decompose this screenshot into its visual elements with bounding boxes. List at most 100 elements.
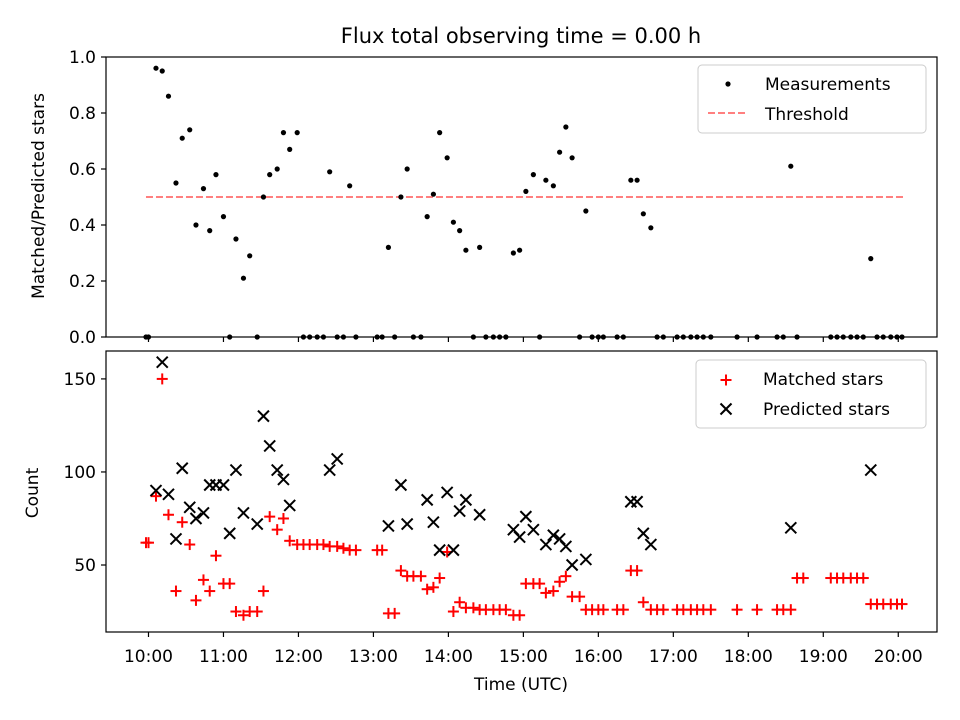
matched-star-point bbox=[574, 591, 586, 603]
predicted-star-point bbox=[277, 473, 290, 486]
matched-star-point bbox=[170, 585, 182, 597]
matched-star-point bbox=[350, 544, 362, 556]
matched-star-point bbox=[447, 606, 459, 618]
count-y-tick-label: 100 bbox=[64, 463, 96, 483]
predicted-star-point bbox=[283, 499, 296, 512]
matched-star-point bbox=[224, 578, 236, 590]
predicted-star-point bbox=[473, 508, 486, 521]
predicted-star-point bbox=[459, 493, 473, 507]
measurement-point bbox=[557, 149, 563, 155]
measurement-point bbox=[207, 228, 213, 234]
matched-star-point bbox=[176, 516, 188, 528]
matched-star-point bbox=[500, 604, 512, 616]
predicted-star-point bbox=[197, 506, 210, 520]
predicted-star-point bbox=[149, 484, 163, 497]
count-legend: Matched stars Predicted stars bbox=[695, 359, 927, 429]
predicted-star-point bbox=[513, 530, 526, 544]
legend-label-measurements: Measurements bbox=[765, 75, 891, 95]
legend-label-predicted: Predicted stars bbox=[763, 400, 890, 420]
matched-star-point bbox=[896, 598, 908, 610]
predicted-star-point bbox=[257, 409, 270, 423]
measurement-point bbox=[583, 208, 589, 214]
matched-star-point bbox=[184, 539, 196, 551]
predicted-star-point bbox=[519, 510, 533, 523]
matched-star-point bbox=[337, 542, 349, 554]
ratio-y-tick-label: 1.0 bbox=[69, 48, 96, 68]
matched-star-point bbox=[317, 539, 329, 551]
predicted-star-point bbox=[420, 493, 434, 507]
predicted-star-point bbox=[250, 517, 264, 531]
predicted-star-point bbox=[559, 540, 573, 553]
matched-star-point bbox=[197, 574, 209, 586]
predicted-star-point bbox=[183, 501, 196, 514]
ratio-y-axis-label: Matched/Predicted stars bbox=[29, 93, 49, 299]
matched-star-point bbox=[389, 607, 401, 619]
predicted-star-point bbox=[330, 452, 344, 466]
matched-star-point bbox=[190, 594, 202, 606]
measurement-point bbox=[398, 194, 404, 200]
measurement-point bbox=[193, 222, 199, 228]
measurement-point bbox=[424, 214, 430, 220]
count-x-tick-label: 15:00 bbox=[499, 647, 548, 667]
count-x-tick-label: 11:00 bbox=[199, 647, 248, 667]
chart-title: Flux total observing time = 0.00 h bbox=[341, 24, 701, 48]
predicted-star-point bbox=[784, 521, 798, 534]
matched-star-point bbox=[731, 604, 743, 616]
predicted-star-point bbox=[156, 355, 169, 369]
matched-star-point bbox=[237, 609, 249, 621]
measurement-point bbox=[868, 256, 874, 262]
measurement-point bbox=[179, 135, 185, 141]
count-x-tick-label: 14:00 bbox=[424, 647, 473, 667]
matched-star-point bbox=[857, 572, 869, 584]
legend-marker-predicted bbox=[719, 402, 733, 416]
matched-star-point bbox=[454, 596, 466, 608]
count-x-tick-label: 20:00 bbox=[874, 647, 923, 667]
count-axes-frame bbox=[105, 350, 938, 633]
measurement-point bbox=[200, 186, 207, 192]
matched-star-point bbox=[631, 565, 643, 577]
matched-star-point bbox=[156, 373, 168, 385]
measurement-point bbox=[404, 166, 410, 172]
matched-star-point bbox=[150, 490, 162, 502]
legend-marker-matched bbox=[720, 374, 732, 386]
ratio-y-tick-label: 0.4 bbox=[69, 216, 96, 236]
predicted-star-point bbox=[176, 462, 189, 475]
predicted-star-point bbox=[433, 543, 446, 557]
matched-star-point bbox=[467, 602, 479, 614]
count-x-tick-label: 17:00 bbox=[649, 647, 698, 667]
predicted-star-point bbox=[527, 523, 540, 536]
measurement-point bbox=[530, 172, 536, 178]
measurement-point bbox=[267, 172, 273, 178]
predicted-star-point bbox=[427, 515, 440, 529]
matched-star-point bbox=[142, 537, 154, 549]
matched-star-point bbox=[560, 570, 572, 582]
predicted-star-point bbox=[579, 553, 593, 566]
measurement-point bbox=[628, 177, 634, 183]
matched-star-point bbox=[415, 570, 427, 582]
matched-star-point bbox=[284, 535, 296, 547]
predicted-star-point bbox=[565, 558, 579, 572]
count-x-tick-label: 10:00 bbox=[124, 647, 173, 667]
predicted-star-point bbox=[453, 504, 466, 518]
matched-star-point bbox=[210, 550, 222, 562]
measurement-point bbox=[477, 244, 483, 250]
measurement-point bbox=[213, 172, 219, 178]
measurement-point bbox=[648, 225, 654, 231]
x-axis-label: Time (UTC) bbox=[473, 675, 568, 695]
matched-star-point bbox=[251, 606, 263, 618]
measurement-point bbox=[260, 194, 267, 200]
measurement-point bbox=[165, 93, 172, 99]
measurement-point bbox=[563, 124, 569, 130]
count-x-tick-label: 18:00 bbox=[724, 647, 773, 667]
count-x-tick-label: 12:00 bbox=[274, 647, 323, 667]
ratio-y-ticks: 0.0 0.2 0.4 0.6 0.8 1.0 bbox=[69, 48, 106, 348]
matched-star-point bbox=[751, 604, 763, 616]
predicted-star-point bbox=[223, 527, 236, 540]
measurement-point bbox=[569, 155, 575, 161]
matched-star-point bbox=[421, 583, 433, 595]
predicted-star-point bbox=[394, 478, 408, 492]
measurement-point bbox=[153, 65, 159, 71]
measurement-point bbox=[294, 130, 300, 136]
matched-star-point bbox=[395, 565, 407, 577]
